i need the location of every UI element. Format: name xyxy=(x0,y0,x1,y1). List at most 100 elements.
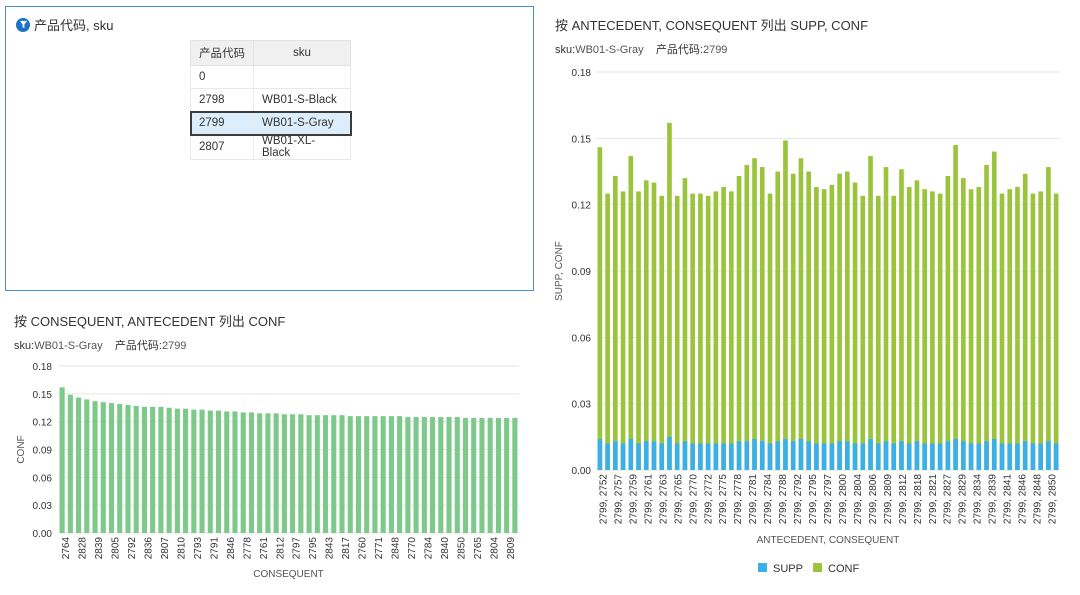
sku-filter-value: WB01-S-Gray xyxy=(34,340,103,352)
conf-bar xyxy=(852,182,858,471)
code-filter-value: 2799 xyxy=(702,44,728,56)
x-tick-label: 2799, 2770 xyxy=(688,474,699,524)
table-row-selected[interactable]: 2799 WB01-S-Gray xyxy=(189,110,352,136)
y-tick-label: 0.09 xyxy=(572,267,592,278)
filter-header: 产品代码, sku xyxy=(16,15,113,34)
y-tick-label: 0.03 xyxy=(572,400,592,411)
x-tick-label: 2799, 2772 xyxy=(703,474,714,524)
supp-bar xyxy=(868,439,873,470)
x-tick-label: 2771 xyxy=(374,537,385,560)
supp-bar xyxy=(783,439,788,470)
conf-bar xyxy=(265,413,271,533)
x-tick-label: 2792 xyxy=(127,537,138,560)
conf-bar xyxy=(999,193,1005,470)
conf-bar xyxy=(339,415,345,533)
conf-bar xyxy=(806,171,811,470)
x-tick-label: 2836 xyxy=(144,537,155,560)
conf-bar xyxy=(821,189,827,470)
conf-bar xyxy=(729,191,734,470)
conf-bar xyxy=(837,173,842,470)
conf-bar xyxy=(899,169,904,470)
supp-bar xyxy=(984,441,989,470)
conf-bar xyxy=(790,173,796,470)
x-tick-label: 2799, 2821 xyxy=(928,474,939,524)
supp-bar xyxy=(875,443,881,470)
x-tick-label: 2809 xyxy=(506,537,517,560)
product-code-cell: 2807 xyxy=(190,134,254,160)
table-row[interactable]: 2807 WB01-XL-Black xyxy=(190,134,351,160)
conf-bar xyxy=(783,140,788,470)
supp-bar xyxy=(961,441,966,470)
y-axis-title: CONF xyxy=(16,435,27,463)
x-tick-label: 2770 xyxy=(407,537,418,560)
conf-bar xyxy=(698,193,703,470)
conf-bar xyxy=(471,417,477,533)
table-row[interactable]: 2798 WB01-S-Black xyxy=(190,88,351,112)
code-filter-value: 2799 xyxy=(161,340,187,352)
x-tick-label: 2799, 2795 xyxy=(808,474,819,524)
supp-bar xyxy=(705,443,711,470)
conf-bar xyxy=(331,415,337,533)
x-tick-label: 2799, 2841 xyxy=(1003,474,1014,524)
table-row[interactable]: 0 xyxy=(190,65,351,89)
filter-icon[interactable] xyxy=(16,17,30,32)
supp-bar xyxy=(991,439,997,470)
supp-bar xyxy=(729,443,734,470)
conf-bar xyxy=(166,407,172,533)
filter-title: 产品代码, sku xyxy=(34,18,114,33)
code-filter-label: 产品代码: xyxy=(114,340,162,352)
conf-bar xyxy=(875,195,881,471)
conf-bar xyxy=(125,404,131,533)
conf-bar xyxy=(759,167,765,471)
conf-bar xyxy=(690,193,695,470)
x-tick-label: 2848 xyxy=(391,537,402,560)
x-tick-label: 2799, 2759 xyxy=(628,474,639,524)
conf-bar xyxy=(845,171,850,470)
left-chart: 0.18 0.15 0.12 0.09 0.06 0.03 0.00 2764 2828 2839… xyxy=(16,362,519,580)
x-tick-label: 2799, 2763 xyxy=(658,474,669,524)
y-tick-label: 0.15 xyxy=(572,134,592,145)
conf-bar xyxy=(281,414,287,533)
x-tick-label: 2828 xyxy=(78,537,89,560)
conf-bar xyxy=(232,411,238,533)
conf-bar xyxy=(991,151,997,470)
x-tick-label: 2799, 2775 xyxy=(718,474,729,524)
column-header-sku[interactable]: sku xyxy=(253,40,351,66)
y-tick-label: 0.03 xyxy=(33,501,53,512)
legend-swatch xyxy=(758,563,767,572)
y-tick-label: 0.00 xyxy=(572,466,592,477)
x-tick-label: 2799, 2797 xyxy=(823,474,834,524)
conf-bar xyxy=(141,406,147,533)
conf-bar xyxy=(306,415,312,533)
conf-bar xyxy=(597,147,603,470)
supp-bar xyxy=(945,441,951,470)
conf-bar xyxy=(215,410,222,533)
conf-bar xyxy=(504,417,510,533)
supp-bar xyxy=(1038,443,1043,470)
conf-bar xyxy=(191,409,197,533)
x-tick-label: 2812 xyxy=(275,537,286,560)
conf-bar xyxy=(636,191,641,470)
conf-bar xyxy=(674,195,680,471)
conf-bar xyxy=(207,410,213,533)
x-tick-label: 2799, 2792 xyxy=(793,474,804,524)
x-tick-label: 2765 xyxy=(473,537,484,560)
x-tick-label: 2804 xyxy=(489,537,500,560)
supp-bar xyxy=(899,441,904,470)
conf-bar xyxy=(446,417,452,533)
supp-bar xyxy=(752,439,757,470)
x-axis-title: ANTECEDENT, CONSEQUENT xyxy=(757,535,900,546)
conf-bar xyxy=(59,387,65,533)
y-tick-label: 0.09 xyxy=(33,446,53,457)
conf-bar xyxy=(100,402,106,533)
supp-bar xyxy=(852,443,858,470)
column-header-product-code[interactable]: 产品代码 xyxy=(190,40,254,66)
supp-bar xyxy=(775,441,781,470)
supp-bar xyxy=(806,441,811,470)
conf-bar xyxy=(961,178,966,470)
x-tick-label: 2799, 2846 xyxy=(1018,474,1029,524)
supp-bar xyxy=(659,443,665,470)
conf-bar xyxy=(798,158,804,470)
x-tick-label: 2791 xyxy=(209,537,220,560)
x-tick-label: 2793 xyxy=(193,537,204,560)
